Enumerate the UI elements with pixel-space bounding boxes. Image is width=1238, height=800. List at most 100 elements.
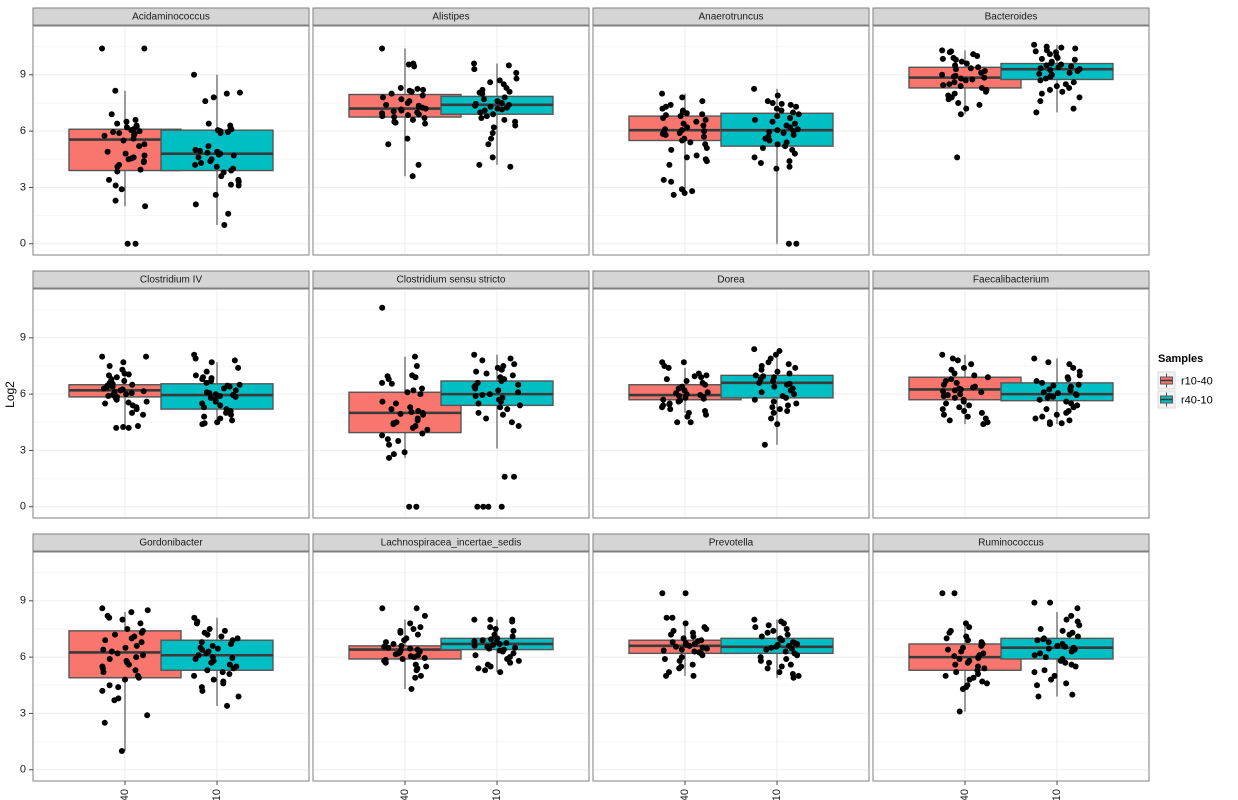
jitter-point: [398, 107, 405, 114]
panel-strip-background: [872, 270, 1150, 289]
jitter-point: [791, 150, 798, 157]
jitter-point: [132, 240, 139, 247]
jitter-point: [939, 406, 946, 413]
jitter-point: [1075, 381, 1082, 388]
jitter-point: [192, 201, 199, 208]
jitter-point: [660, 647, 667, 654]
jitter-point: [135, 674, 142, 681]
jitter-point: [790, 674, 797, 681]
jitter-points: [1031, 599, 1083, 700]
jitter-point: [106, 655, 113, 662]
jitter-point: [504, 406, 511, 413]
boxplot-group: [440, 351, 554, 510]
jitter-point: [473, 368, 480, 375]
jitter-points: [379, 605, 430, 693]
jitter-point: [768, 415, 775, 422]
jitter-point: [752, 372, 759, 379]
jitter-point: [764, 98, 771, 105]
jitter-points: [939, 47, 990, 161]
jitter-point: [404, 389, 411, 396]
jitter-point: [206, 625, 213, 632]
jitter-point: [505, 62, 512, 69]
jitter-point: [99, 605, 106, 612]
jitter-point: [385, 376, 392, 383]
jitter-point: [379, 45, 386, 52]
jitter-point: [411, 353, 418, 360]
jitter-point: [769, 404, 776, 411]
jitter-point: [967, 65, 974, 72]
jitter-point: [668, 178, 675, 185]
jitter-point: [130, 135, 137, 142]
jitter-points: [659, 90, 710, 198]
boxplot-group: [440, 616, 554, 676]
jitter-point: [940, 381, 947, 388]
jitter-point: [507, 355, 514, 362]
jitter-point: [412, 674, 419, 681]
jitter-point: [751, 154, 758, 161]
jitter-point: [953, 669, 960, 676]
jitter-point: [953, 379, 960, 386]
jitter-point: [210, 94, 217, 101]
boxplot-group: [68, 353, 182, 431]
jitter-point: [422, 120, 429, 127]
jitter-point: [1074, 68, 1081, 75]
jitter-point: [940, 388, 947, 395]
jitter-point: [414, 631, 421, 638]
jitter-point: [1040, 636, 1047, 643]
jitter-point: [784, 408, 791, 415]
jitter-point: [1070, 364, 1077, 371]
legend-item[interactable]: r40-10: [1157, 390, 1213, 409]
jitter-point: [498, 503, 505, 510]
jitter-point: [765, 622, 772, 629]
jitter-point: [758, 389, 765, 396]
jitter-point: [939, 47, 946, 54]
jitter-point: [765, 359, 772, 366]
jitter-point: [790, 131, 797, 138]
jitter-point: [138, 639, 145, 646]
jitter-point: [684, 124, 691, 131]
jitter-point: [488, 636, 495, 643]
jitter-point: [659, 590, 666, 597]
jitter-point: [1069, 691, 1076, 698]
jitter-point: [665, 364, 672, 371]
jitter-point: [1037, 625, 1044, 632]
jitter-point: [513, 69, 520, 76]
jitter-point: [679, 94, 686, 101]
jitter-point: [230, 665, 237, 672]
jitter-point: [501, 94, 508, 101]
jitter-point: [419, 92, 426, 99]
jitter-point: [951, 79, 958, 86]
jitter-point: [1037, 77, 1044, 84]
jitter-point: [113, 374, 120, 381]
jitter-point: [208, 659, 215, 666]
jitter-point: [220, 680, 227, 687]
jitter-point: [398, 642, 405, 649]
jitter-point: [397, 84, 404, 91]
jitter-point: [481, 96, 487, 103]
jitter-point: [128, 635, 135, 642]
jitter-point: [509, 618, 516, 625]
jitter-point: [951, 590, 958, 597]
jitter-point: [137, 620, 144, 627]
panel-title: Bacteroides: [985, 12, 1038, 23]
jitter-point: [388, 380, 395, 387]
jitter-point: [774, 141, 781, 148]
jitter-point: [751, 346, 758, 353]
jitter-point: [700, 133, 707, 140]
jitter-point: [408, 88, 415, 95]
jitter-point: [945, 646, 951, 653]
jitter-point: [228, 411, 235, 418]
jitter-point: [1040, 389, 1047, 396]
jitter-point: [964, 659, 971, 666]
legend-label: r40-10: [1181, 395, 1213, 407]
jitter-point: [417, 624, 424, 631]
jitter-point: [1062, 659, 1069, 666]
jitter-point: [1032, 415, 1039, 422]
jitter-point: [1045, 639, 1052, 646]
legend-item[interactable]: r10-40: [1157, 371, 1213, 390]
jitter-point: [226, 661, 233, 668]
jitter-point: [203, 650, 210, 657]
jitter-point: [141, 152, 148, 159]
jitter-point: [495, 387, 502, 394]
jitter-point: [703, 158, 710, 165]
